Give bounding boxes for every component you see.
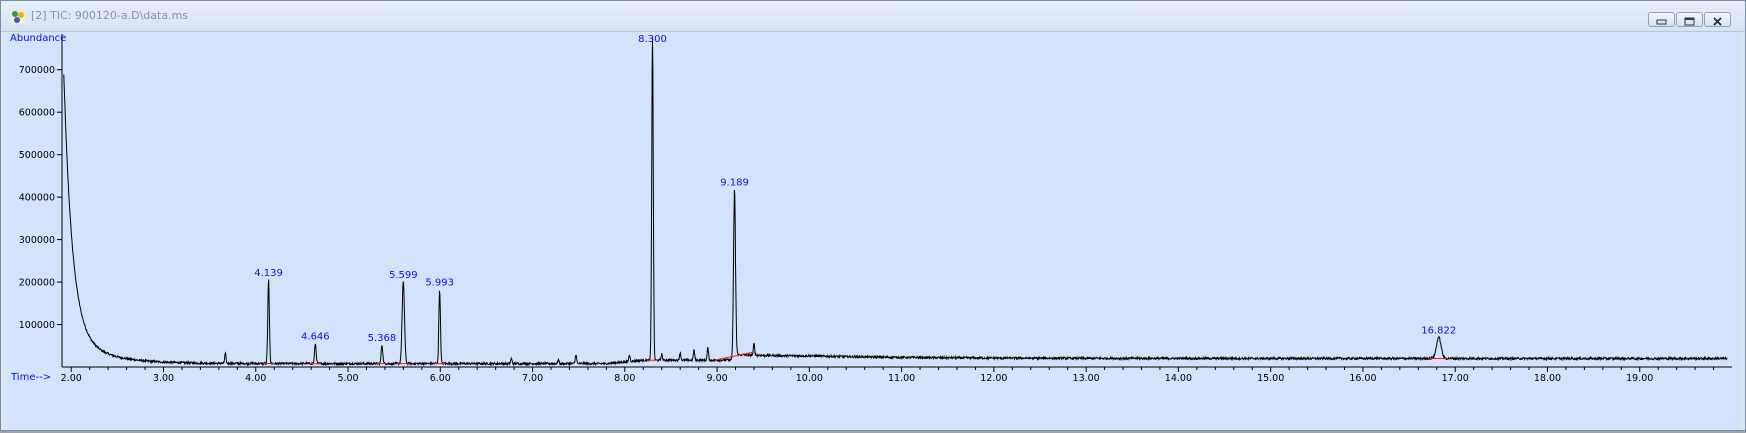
peak-label: 16.822 <box>1421 325 1456 336</box>
peak-label: 5.599 <box>389 270 418 281</box>
y-axis-label: Abundance <box>10 33 66 44</box>
x-tick-label: 12.00 <box>980 373 1007 384</box>
y-tick-label: 100000 <box>19 320 55 331</box>
x-tick-label: 18.00 <box>1534 373 1561 384</box>
tic-trace <box>64 38 1727 364</box>
y-tick-label: 300000 <box>19 235 55 246</box>
x-tick-label: 14.00 <box>1165 373 1192 384</box>
x-tick-label: 15.00 <box>1257 373 1284 384</box>
y-tick-label: 200000 <box>19 278 55 289</box>
x-tick-label: 10.00 <box>796 373 823 384</box>
x-tick-label: 4.00 <box>245 373 266 384</box>
peak-label: 9.189 <box>720 177 749 188</box>
restore-icon <box>1677 15 1702 28</box>
peak-label: 4.646 <box>301 332 330 343</box>
x-axis-label: Time--> <box>10 372 51 383</box>
peak-label: 4.139 <box>254 268 283 279</box>
x-tick-label: 2.00 <box>61 373 82 384</box>
x-tick-label: 11.00 <box>888 373 915 384</box>
minimize-icon <box>1649 15 1674 28</box>
x-tick-label: 9.00 <box>707 373 728 384</box>
y-tick-label: 500000 <box>19 150 55 161</box>
peak-label: 5.993 <box>425 278 454 289</box>
close-button[interactable] <box>1704 12 1731 27</box>
chromatogram-app-icon <box>11 10 25 24</box>
window-title: [2] TIC: 900120-a.D\data.ms <box>31 9 188 22</box>
title-bar[interactable]: [2] TIC: 900120-a.D\data.ms <box>1 1 1745 32</box>
x-tick-label: 16.00 <box>1349 373 1376 384</box>
x-tick-label: 3.00 <box>153 373 174 384</box>
restore-button[interactable] <box>1676 12 1703 27</box>
minimize-button[interactable] <box>1648 12 1675 27</box>
x-tick-label: 6.00 <box>430 373 451 384</box>
plot-area[interactable]: Abundance Time--> 100000 200000 300000 400000… <box>7 32 1741 429</box>
x-tick-label: 5.00 <box>337 373 358 384</box>
x-tick-label: 13.00 <box>1073 373 1100 384</box>
y-tick-label: 700000 <box>19 65 55 76</box>
y-tick-label: 600000 <box>19 108 55 119</box>
y-tick-label: 400000 <box>19 193 55 204</box>
chromatogram-chart: Abundance Time--> 100000 200000 300000 400000… <box>7 32 1741 429</box>
peak-label: 5.368 <box>368 333 397 344</box>
x-tick-label: 7.00 <box>522 373 543 384</box>
peak-label: 8.300 <box>638 34 667 45</box>
x-tick-label: 8.00 <box>614 373 635 384</box>
close-icon <box>1705 15 1730 28</box>
x-tick-label: 19.00 <box>1626 373 1653 384</box>
x-tick-label: 17.00 <box>1442 373 1469 384</box>
